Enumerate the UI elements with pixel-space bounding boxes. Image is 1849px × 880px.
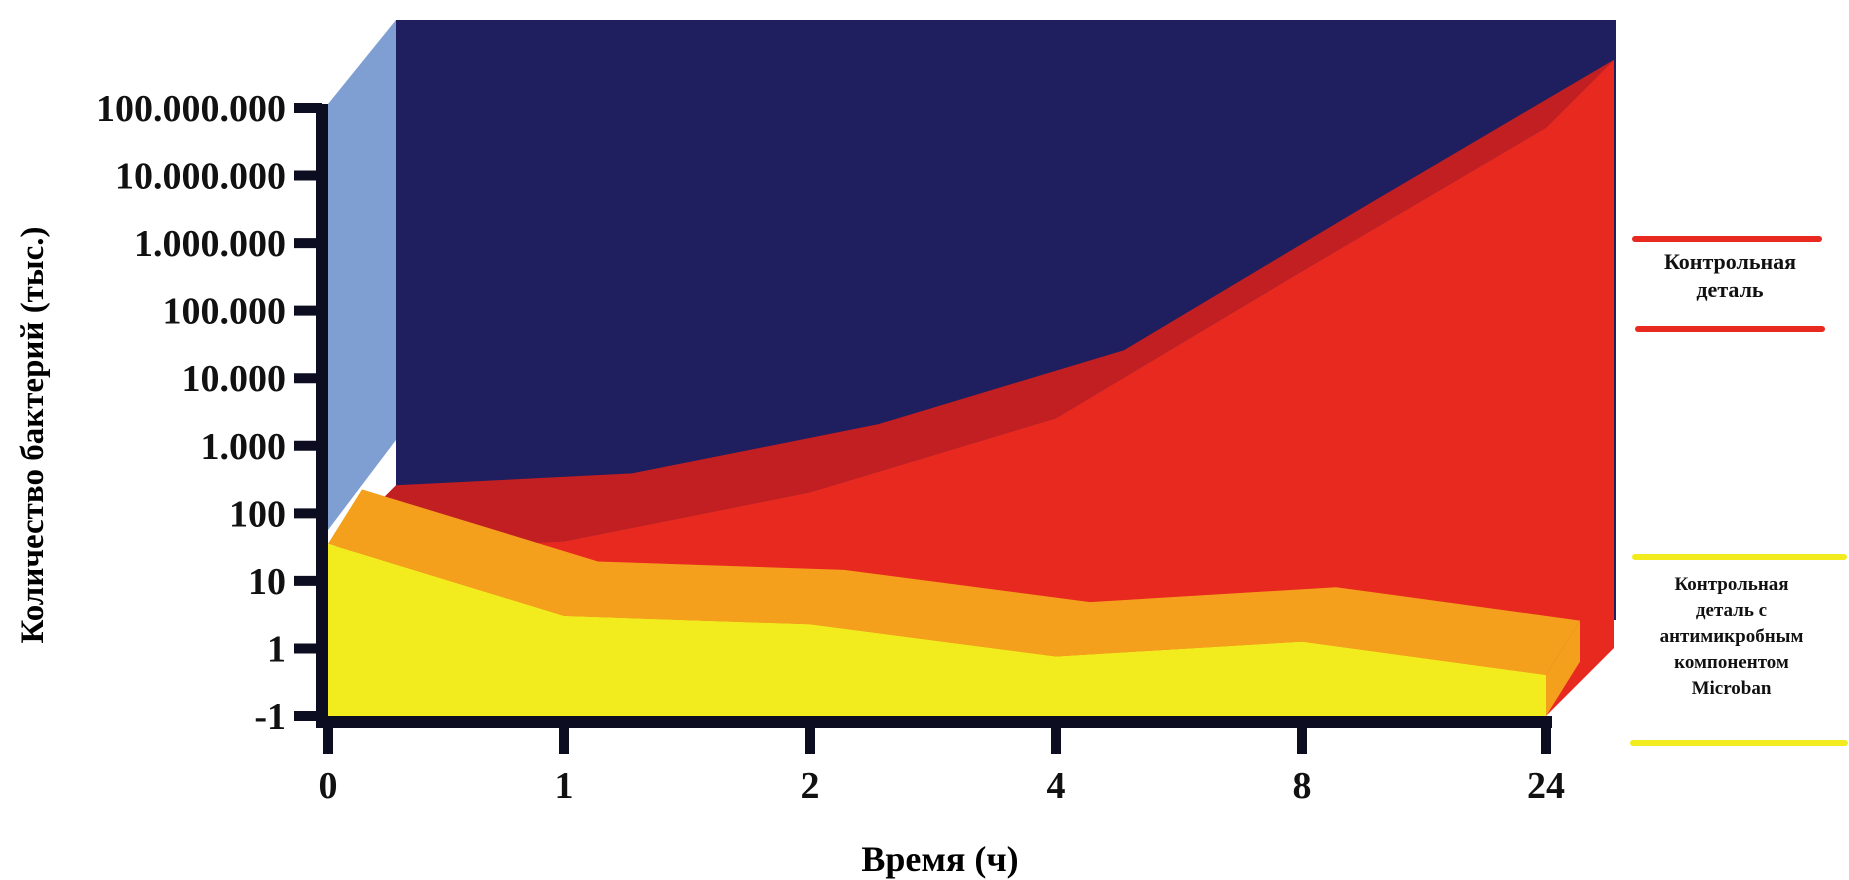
legend-microban-label: Контрольная деталь с антимикробным компо…: [1659, 574, 1804, 699]
control-series-side: [1546, 59, 1614, 716]
legend-control-label: Контрольная деталь: [1663, 249, 1797, 302]
x-tick-label: 8: [1293, 765, 1312, 807]
x-tick-label: 2: [801, 765, 820, 807]
x-tick-label: 4: [1047, 765, 1066, 807]
y-tick-label: 1.000.000: [134, 223, 286, 265]
x-tick-label: 24: [1527, 765, 1565, 807]
left-wall: [328, 20, 396, 530]
legend-microban-bar-top: [1632, 554, 1847, 560]
y-tick-label: 100.000.000: [96, 88, 286, 130]
y-tick-label: 100: [229, 493, 286, 535]
legend-control-bar-top: [1632, 236, 1822, 242]
y-tick-label: 100.000: [163, 291, 287, 333]
y-tick-label: 1.000: [201, 426, 287, 468]
y-tick-label: 10.000.000: [115, 156, 286, 198]
legend-control-bar-bottom: [1635, 326, 1825, 332]
microban-series-top: [328, 489, 1580, 675]
y-axis-label: Количество бактерий (тыс.): [15, 226, 51, 644]
y-tick-label: 10.000: [182, 358, 287, 400]
x-tick-label: 0: [319, 765, 338, 807]
y-tick-label: 10: [248, 561, 286, 603]
x-axis-label: Время (ч): [861, 839, 1019, 879]
x-tick-label: 1: [555, 765, 574, 807]
microban-series-side: [1546, 620, 1580, 716]
control-series-top: [328, 59, 1614, 554]
y-tick-label: 1: [267, 628, 286, 670]
microban-series-area: [328, 543, 1546, 716]
legend-microban-bar-bottom: [1630, 740, 1848, 746]
y-tick-label: -1: [254, 696, 286, 738]
